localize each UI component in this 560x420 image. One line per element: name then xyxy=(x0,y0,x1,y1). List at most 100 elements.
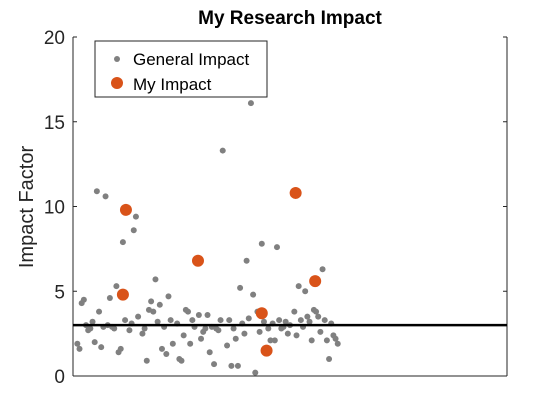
general-impact-point xyxy=(180,332,187,339)
y-tick-label: 20 xyxy=(44,28,65,49)
general-impact-point xyxy=(326,356,333,363)
general-impact-point xyxy=(321,317,328,324)
general-impact-point xyxy=(74,340,81,347)
general-impact-point xyxy=(271,337,278,344)
general-impact-point xyxy=(332,335,339,342)
general-impact-point xyxy=(206,349,213,356)
legend-marker-my-impact xyxy=(111,77,123,89)
general-impact-point xyxy=(122,317,129,324)
my-impact-point xyxy=(289,186,302,199)
general-impact-point xyxy=(267,337,274,344)
general-impact-point xyxy=(258,240,265,247)
general-impact-point xyxy=(219,147,226,154)
general-impact-point xyxy=(230,325,237,332)
general-impact-point xyxy=(139,330,146,337)
general-impact-point xyxy=(293,332,300,339)
legend-box xyxy=(94,40,268,98)
general-impact-point xyxy=(113,283,120,290)
general-impact-point xyxy=(167,317,174,324)
general-impact-point xyxy=(291,308,298,315)
general-impact-point xyxy=(163,350,170,357)
my-impact-point xyxy=(309,275,322,288)
general-impact-point xyxy=(76,345,83,352)
general-impact-point xyxy=(217,317,224,324)
general-impact-point xyxy=(211,361,218,368)
general-impact-point xyxy=(87,325,94,332)
my-impact-point xyxy=(116,288,129,301)
general-impact-point xyxy=(215,327,222,334)
general-impact-point xyxy=(295,283,302,290)
general-impact-point xyxy=(117,345,124,352)
general-impact-point xyxy=(187,340,194,347)
general-impact-point xyxy=(232,335,239,342)
general-impact-point xyxy=(260,318,267,325)
general-impact-point xyxy=(141,325,148,332)
legend-label-my-impact: My Impact xyxy=(133,75,212,94)
axes: 0 5 10 15 20 xyxy=(44,28,508,388)
general-impact-point xyxy=(319,266,326,273)
general-impact-point xyxy=(247,100,254,107)
general-impact-point xyxy=(228,362,235,369)
general-impact-point xyxy=(91,339,98,346)
general-impact-point xyxy=(313,308,320,315)
general-impact-point xyxy=(282,318,289,325)
legend: General Impact My Impact xyxy=(94,40,268,98)
general-impact-point xyxy=(317,328,324,335)
y-tick-label: 5 xyxy=(54,282,65,303)
general-impact-point xyxy=(202,325,209,332)
general-impact-point xyxy=(165,293,172,300)
general-impact-point xyxy=(237,284,244,291)
y-axis-label: Impact Factor xyxy=(16,146,38,269)
general-impact-point xyxy=(243,257,250,264)
general-impact-point xyxy=(323,337,330,344)
general-impact-point xyxy=(306,318,313,325)
general-impact-point xyxy=(154,318,161,325)
general-impact-point xyxy=(204,311,211,318)
general-impact-point xyxy=(152,276,159,283)
general-impact-point xyxy=(250,291,257,298)
general-impact-point xyxy=(111,325,118,332)
general-impact-point xyxy=(178,357,185,364)
general-impact-point xyxy=(195,311,202,318)
general-impact-point xyxy=(89,318,96,325)
general-impact-point xyxy=(98,344,105,351)
general-impact-point xyxy=(297,317,304,324)
general-impact-point xyxy=(302,288,309,295)
general-impact-point xyxy=(126,327,133,334)
general-impact-point xyxy=(93,188,100,195)
general-impact-point xyxy=(304,313,311,320)
legend-label-general-impact: General Impact xyxy=(133,50,249,69)
general-impact-point xyxy=(265,325,272,332)
general-impact-point xyxy=(135,313,142,320)
chart-title: My Research Impact xyxy=(198,8,382,29)
general-impact-point xyxy=(273,244,280,251)
series-my-impact xyxy=(116,186,322,357)
my-impact-point xyxy=(255,307,268,320)
general-impact-point xyxy=(308,337,315,344)
my-impact-point xyxy=(119,203,132,216)
y-tick-label: 10 xyxy=(44,198,65,219)
general-impact-point xyxy=(150,308,157,315)
legend-marker-general-impact xyxy=(114,56,120,62)
general-impact-point xyxy=(158,345,165,352)
general-impact-point xyxy=(226,317,233,324)
my-impact-point xyxy=(191,254,204,267)
general-impact-point xyxy=(132,213,139,220)
general-impact-point xyxy=(241,330,248,337)
general-impact-point xyxy=(334,340,341,347)
general-impact-point xyxy=(256,328,263,335)
general-impact-point xyxy=(156,301,163,308)
general-impact-point xyxy=(80,296,87,303)
general-impact-point xyxy=(198,335,205,342)
general-impact-point xyxy=(169,340,176,347)
general-impact-point xyxy=(315,313,322,320)
general-impact-point xyxy=(96,308,103,315)
general-impact-point xyxy=(245,315,252,322)
general-impact-point xyxy=(102,193,109,200)
y-tick-label: 15 xyxy=(44,113,65,134)
general-impact-point xyxy=(189,317,196,324)
y-tick-label: 0 xyxy=(54,367,65,388)
general-impact-point xyxy=(143,357,150,364)
